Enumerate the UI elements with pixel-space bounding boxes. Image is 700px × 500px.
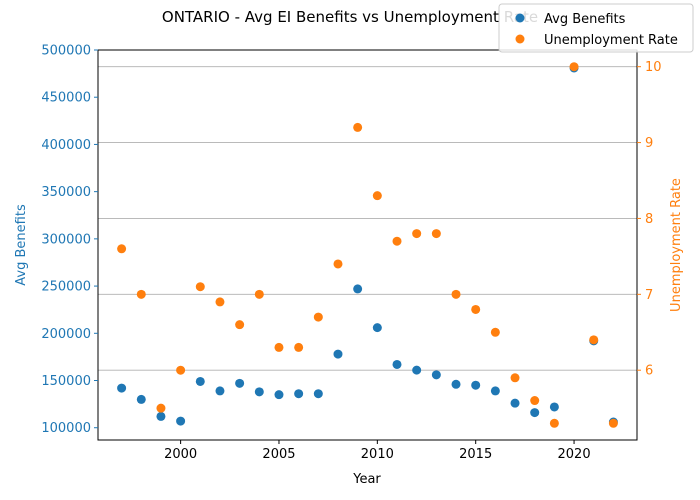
y-left-tick-label: 450000 [41, 91, 91, 106]
y-left-tick-label: 500000 [41, 44, 91, 59]
point-unemployment-rate [235, 320, 245, 330]
y-left-tick-label: 300000 [41, 232, 91, 247]
point-unemployment-rate [195, 282, 205, 292]
y-left-tick-label: 350000 [41, 185, 91, 200]
point-avg-benefits [294, 389, 304, 399]
x-tick-label: 2015 [459, 447, 492, 462]
point-avg-benefits [431, 370, 441, 380]
point-unemployment-rate [333, 259, 343, 269]
y-left-tick-label: 400000 [41, 138, 91, 153]
y-right-tick-label: 7 [645, 288, 653, 303]
x-tick-label: 2005 [262, 447, 295, 462]
y-left-tick-label: 100000 [41, 421, 91, 436]
legend-label-unemployment-rate: Unemployment Rate [544, 33, 678, 48]
point-unemployment-rate [471, 304, 481, 314]
point-unemployment-rate [215, 297, 225, 307]
x-axis-label: Year [352, 472, 381, 487]
y-right-tick-label: 10 [645, 60, 662, 75]
point-unemployment-rate [372, 191, 382, 201]
point-avg-benefits [215, 386, 225, 396]
grid-lines [98, 66, 637, 371]
axes [97, 49, 638, 441]
y-right-tick-label: 9 [645, 136, 653, 151]
point-avg-benefits [510, 398, 520, 408]
point-unemployment-rate [156, 403, 166, 413]
point-unemployment-rate [274, 342, 284, 352]
point-unemployment-rate [530, 396, 540, 406]
ticks: 2000 2005 2010 2015 2020 100000 150000 200000 25… [41, 44, 661, 463]
y-right-tick-label: 8 [645, 212, 653, 227]
point-avg-benefits [156, 411, 166, 421]
point-avg-benefits [372, 323, 382, 333]
point-unemployment-rate [254, 289, 264, 299]
point-unemployment-rate [313, 312, 323, 322]
point-unemployment-rate [490, 327, 500, 337]
point-avg-benefits [136, 394, 146, 404]
y-axis-left-label: Avg Benefits [14, 204, 29, 286]
legend-box [498, 3, 694, 53]
point-avg-benefits [530, 408, 540, 418]
point-unemployment-rate [549, 418, 559, 428]
point-unemployment-rate [569, 62, 579, 72]
y-right-tick-label: 6 [645, 364, 653, 379]
point-avg-benefits [490, 386, 500, 396]
point-unemployment-rate [589, 335, 599, 345]
point-avg-benefits [176, 416, 186, 426]
point-avg-benefits [274, 390, 284, 400]
legend-label-avg-benefits: Avg Benefits [544, 12, 626, 27]
point-unemployment-rate [451, 289, 461, 299]
point-avg-benefits [195, 376, 205, 386]
point-unemployment-rate [176, 365, 186, 375]
legend: Avg Benefits Unemployment Rate [498, 3, 694, 53]
point-avg-benefits [471, 380, 481, 390]
point-avg-benefits [451, 379, 461, 389]
point-avg-benefits [313, 389, 323, 399]
y-axis-right-label: Unemployment Rate [669, 178, 684, 312]
point-unemployment-rate [294, 342, 304, 352]
point-unemployment-rate [136, 289, 146, 299]
legend-marker-avg-benefits [515, 13, 525, 23]
point-avg-benefits [333, 349, 343, 359]
x-tick-label: 2010 [361, 447, 394, 462]
point-avg-benefits [117, 383, 127, 393]
point-unemployment-rate [431, 229, 441, 239]
legend-marker-unemployment-rate [515, 34, 525, 44]
point-unemployment-rate [412, 229, 422, 239]
y-left-tick-label: 200000 [41, 327, 91, 342]
y-left-tick-label: 250000 [41, 280, 91, 295]
point-avg-benefits [412, 365, 422, 375]
x-tick-label: 2020 [558, 447, 591, 462]
point-unemployment-rate [608, 418, 618, 428]
point-avg-benefits [549, 402, 559, 412]
point-unemployment-rate [392, 236, 402, 246]
plot-frame [97, 49, 638, 441]
point-avg-benefits [392, 359, 402, 369]
chart-title: ONTARIO - Avg EI Benefits vs Unemploymen… [162, 8, 538, 26]
point-avg-benefits [353, 284, 363, 294]
x-tick-label: 2000 [164, 447, 197, 462]
point-avg-benefits [254, 387, 264, 397]
y-left-tick-label: 150000 [41, 374, 91, 389]
point-unemployment-rate [353, 122, 363, 132]
point-avg-benefits [235, 378, 245, 388]
point-unemployment-rate [117, 244, 127, 254]
data-points [117, 62, 618, 428]
point-unemployment-rate [510, 373, 520, 383]
